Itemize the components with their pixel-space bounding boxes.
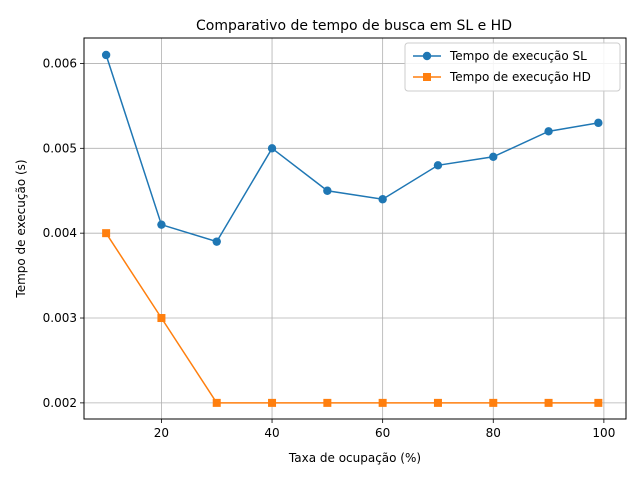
data-point bbox=[594, 398, 603, 407]
legend-box bbox=[404, 42, 621, 92]
data-point bbox=[212, 398, 221, 407]
legend-marker bbox=[422, 51, 432, 61]
data-point bbox=[378, 398, 387, 407]
legend-marker bbox=[423, 73, 431, 81]
y-tick-label: 0.005 bbox=[43, 141, 77, 155]
data-point bbox=[157, 220, 166, 229]
data-point bbox=[268, 398, 277, 407]
y-tick-label: 0.004 bbox=[43, 226, 77, 240]
data-point bbox=[378, 195, 387, 204]
x-tick-label: 60 bbox=[375, 426, 390, 440]
plot-frame bbox=[83, 37, 627, 420]
x-tick-label: 20 bbox=[154, 426, 169, 440]
legend-label: Tempo de execução SL bbox=[449, 49, 587, 63]
data-point bbox=[157, 314, 166, 323]
data-point bbox=[267, 144, 277, 153]
data-point bbox=[323, 398, 332, 407]
data-point bbox=[433, 161, 443, 170]
series-layer bbox=[101, 50, 603, 407]
chart-title: Comparativo de tempo de busca em SL e HD bbox=[196, 18, 512, 34]
data-point bbox=[102, 229, 111, 238]
data-point bbox=[433, 398, 442, 407]
y-tick-label: 0.002 bbox=[43, 396, 77, 410]
grid bbox=[84, 38, 626, 419]
data-point bbox=[489, 398, 498, 407]
data-point bbox=[489, 152, 498, 161]
data-point bbox=[101, 50, 111, 60]
data-point bbox=[594, 118, 603, 128]
y-tick-label: 0.003 bbox=[43, 311, 77, 325]
legend-label: Tempo de execução HD bbox=[449, 70, 591, 84]
data-point bbox=[544, 398, 553, 407]
data-point bbox=[212, 237, 221, 246]
legend-item: Tempo de execução SL bbox=[413, 49, 587, 63]
series-hd bbox=[102, 229, 603, 407]
series-line bbox=[105, 54, 599, 243]
series-sl bbox=[101, 50, 603, 246]
legend-item: Tempo de execução HD bbox=[413, 70, 591, 84]
x-tick-label: 40 bbox=[264, 426, 279, 440]
data-point bbox=[544, 127, 553, 136]
legend: Tempo de execução SL Tempo de execução HD bbox=[404, 42, 621, 92]
y-axis-title: Tempo de execução (s) bbox=[14, 159, 28, 298]
data-point bbox=[323, 186, 332, 195]
axis-ticks: 20 40 60 80 100 0.002 0.003 0.004 0.005 0.006 bbox=[43, 56, 616, 440]
x-axis-title: Taxa de ocupação (%) bbox=[288, 451, 421, 465]
series-line bbox=[105, 232, 599, 404]
y-tick-label: 0.006 bbox=[43, 56, 77, 70]
x-tick-label: 80 bbox=[486, 426, 501, 440]
x-tick-label: 100 bbox=[592, 426, 615, 440]
